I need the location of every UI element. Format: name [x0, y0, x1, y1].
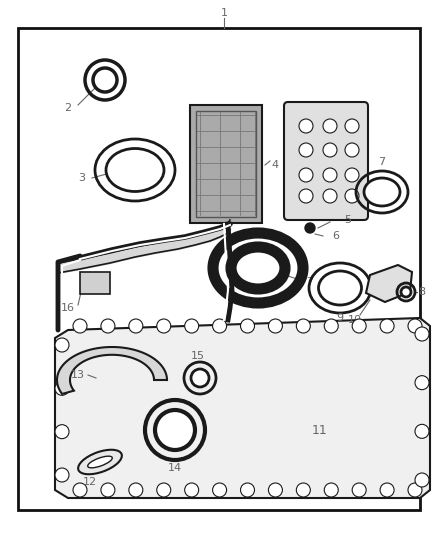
Circle shape: [129, 483, 143, 497]
Circle shape: [323, 168, 337, 182]
Text: 7: 7: [378, 157, 385, 167]
Circle shape: [101, 319, 115, 333]
Text: 16: 16: [61, 303, 75, 313]
Text: 4: 4: [272, 160, 279, 170]
Circle shape: [297, 319, 311, 333]
Circle shape: [55, 425, 69, 439]
Text: 14: 14: [168, 463, 182, 473]
Circle shape: [408, 319, 422, 333]
Text: 8: 8: [418, 287, 426, 297]
Circle shape: [55, 381, 69, 395]
Circle shape: [157, 319, 171, 333]
Circle shape: [155, 410, 195, 450]
Circle shape: [55, 468, 69, 482]
Circle shape: [240, 483, 254, 497]
Ellipse shape: [106, 149, 164, 191]
Circle shape: [323, 119, 337, 133]
Polygon shape: [55, 318, 430, 498]
Text: 13: 13: [71, 370, 85, 380]
Circle shape: [268, 483, 283, 497]
Text: 10: 10: [348, 315, 362, 325]
Polygon shape: [57, 347, 167, 394]
Circle shape: [185, 483, 199, 497]
Circle shape: [352, 319, 366, 333]
Circle shape: [157, 483, 171, 497]
Text: 6: 6: [332, 231, 339, 241]
Ellipse shape: [364, 178, 400, 206]
Circle shape: [305, 223, 315, 233]
Ellipse shape: [88, 456, 112, 468]
Circle shape: [299, 143, 313, 157]
Text: 5: 5: [345, 215, 352, 225]
Ellipse shape: [231, 247, 285, 289]
Circle shape: [352, 483, 366, 497]
Circle shape: [345, 189, 359, 203]
Circle shape: [299, 119, 313, 133]
Circle shape: [55, 338, 69, 352]
Circle shape: [415, 376, 429, 390]
Circle shape: [401, 287, 411, 297]
Circle shape: [73, 483, 87, 497]
Ellipse shape: [78, 450, 122, 474]
Circle shape: [212, 483, 226, 497]
Text: 1: 1: [220, 8, 227, 18]
Circle shape: [129, 319, 143, 333]
Circle shape: [240, 319, 254, 333]
Circle shape: [345, 168, 359, 182]
Text: 9: 9: [336, 313, 343, 323]
Circle shape: [101, 483, 115, 497]
Ellipse shape: [318, 271, 361, 305]
Circle shape: [380, 319, 394, 333]
FancyBboxPatch shape: [284, 102, 368, 220]
Circle shape: [324, 483, 338, 497]
Circle shape: [212, 319, 226, 333]
Circle shape: [408, 483, 422, 497]
Text: 11: 11: [312, 424, 328, 437]
Circle shape: [345, 143, 359, 157]
Circle shape: [268, 319, 283, 333]
Circle shape: [323, 143, 337, 157]
Circle shape: [185, 319, 199, 333]
Circle shape: [323, 189, 337, 203]
Polygon shape: [366, 265, 412, 302]
Circle shape: [93, 68, 117, 92]
FancyBboxPatch shape: [190, 105, 262, 223]
Circle shape: [345, 119, 359, 133]
Circle shape: [297, 483, 311, 497]
Circle shape: [73, 319, 87, 333]
Circle shape: [415, 327, 429, 341]
Text: 2: 2: [64, 103, 71, 113]
Circle shape: [324, 319, 338, 333]
Circle shape: [299, 168, 313, 182]
Text: 7: 7: [307, 277, 314, 287]
Circle shape: [415, 424, 429, 438]
Text: 3: 3: [78, 173, 85, 183]
Text: 12: 12: [83, 477, 97, 487]
Circle shape: [380, 483, 394, 497]
Circle shape: [415, 473, 429, 487]
Circle shape: [299, 189, 313, 203]
Circle shape: [191, 369, 209, 387]
FancyBboxPatch shape: [80, 272, 110, 294]
Text: 15: 15: [191, 351, 205, 361]
